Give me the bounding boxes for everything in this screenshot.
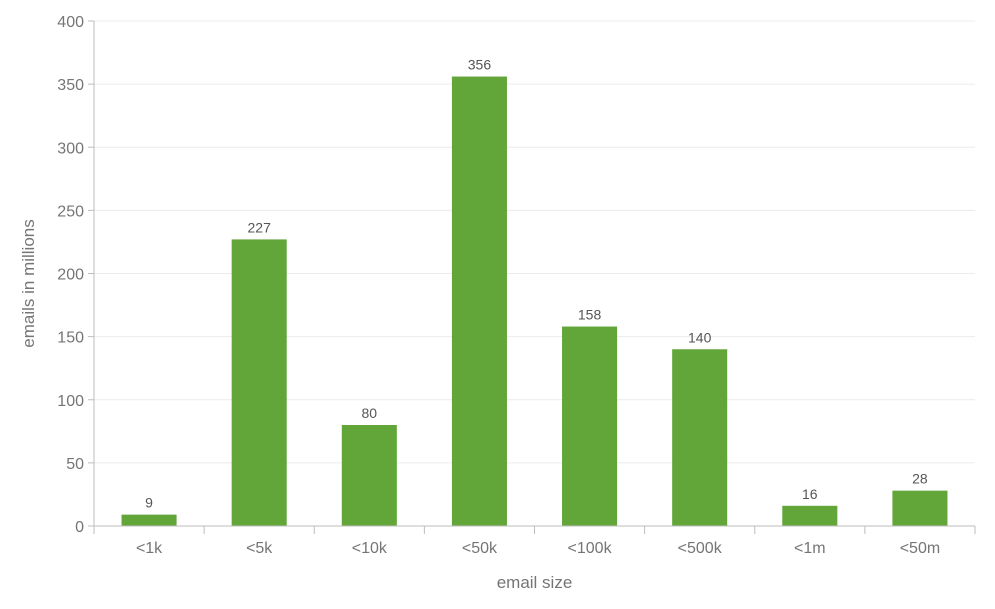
data-label: 28 — [912, 471, 928, 487]
y-axis-title: emails in millions — [19, 219, 38, 347]
bar — [672, 349, 728, 526]
y-tick-label: 400 — [57, 14, 84, 31]
x-tick-label: <1k — [136, 540, 163, 557]
x-tick-label: <5k — [246, 540, 273, 557]
data-label: 16 — [802, 486, 818, 502]
data-label: 356 — [468, 57, 492, 73]
bar — [341, 425, 397, 526]
bar — [782, 505, 838, 526]
y-tick-label: 350 — [57, 77, 84, 94]
x-tick-label: <10k — [352, 540, 388, 557]
x-axis-title: email size — [497, 573, 573, 592]
y-tick-label: 200 — [57, 267, 84, 284]
data-label: 227 — [248, 219, 272, 235]
data-label: 158 — [578, 307, 602, 323]
bars: 9 227 80 356 158 140 16 28 — [121, 57, 948, 527]
x-tick-label: <50k — [462, 540, 498, 557]
bar — [892, 490, 948, 526]
x-axis-ticks: <1k <5k <10k <50k <100k <500k <1m <50m — [93, 526, 976, 557]
y-tick-label: 150 — [57, 330, 84, 347]
y-tick-label: 50 — [66, 456, 84, 473]
x-tick-label: <50m — [900, 540, 940, 557]
bar — [231, 239, 287, 526]
data-label: 80 — [362, 405, 378, 421]
y-tick-label: 250 — [57, 203, 84, 220]
bar — [451, 76, 507, 527]
gridlines — [94, 20, 975, 464]
bar — [121, 514, 177, 526]
y-tick-label: 100 — [57, 393, 84, 410]
x-tick-label: <500k — [678, 540, 723, 557]
y-tick-label: 300 — [57, 140, 84, 157]
data-label: 140 — [688, 329, 712, 345]
x-tick-label: <100k — [568, 540, 613, 557]
y-axis-ticks: 0 50 100 150 200 250 300 350 400 — [57, 14, 94, 536]
x-tick-label: <1m — [794, 540, 826, 557]
bar — [562, 326, 618, 526]
y-tick-label: 0 — [75, 519, 84, 536]
data-label: 9 — [145, 495, 153, 511]
